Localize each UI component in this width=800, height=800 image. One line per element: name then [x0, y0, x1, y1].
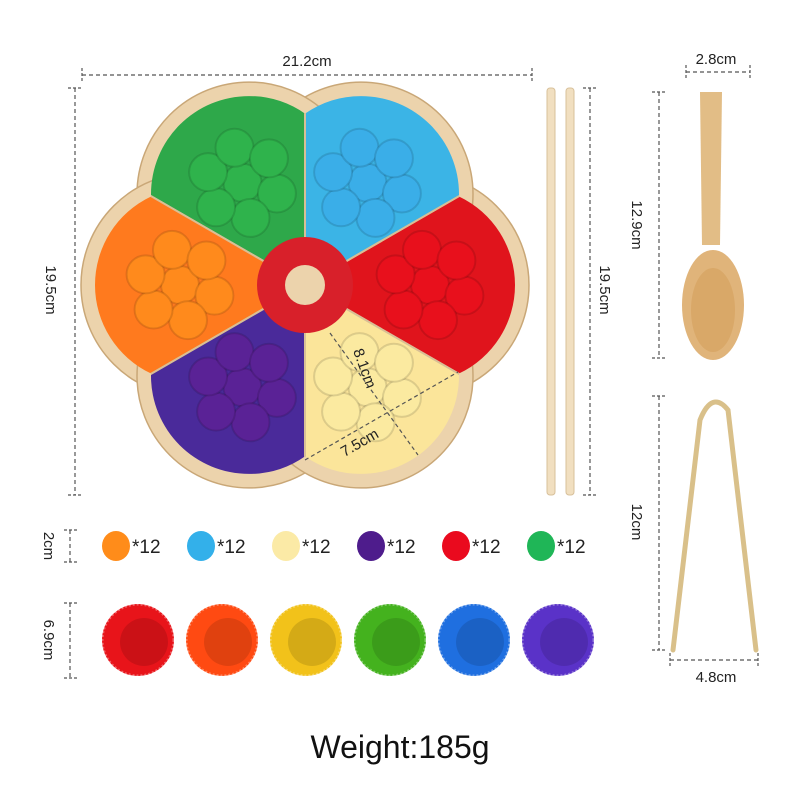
board-width-label: 21.2cm [282, 53, 331, 70]
cup-inner [456, 618, 504, 666]
pompom-red [436, 240, 477, 281]
pompom-green [230, 197, 271, 238]
spoon-width-label: 2.8cm [696, 51, 737, 68]
pompom-icon [357, 531, 385, 561]
chopstick-length-label: 19.5cm [596, 265, 613, 314]
pompom-purple [248, 342, 289, 383]
weight-label: Weight:185g [310, 729, 489, 765]
cup [184, 602, 260, 678]
pompom-red [402, 229, 443, 270]
cup-inner [204, 618, 252, 666]
cup-inner [120, 618, 168, 666]
pompom-red [375, 254, 416, 295]
ball-size-label: 2cm [40, 532, 57, 560]
pompom-green [214, 127, 255, 168]
chopsticks: 19.5cm [546, 87, 613, 496]
pompom-orange [133, 289, 174, 330]
pompom-icon [527, 531, 555, 561]
tongs-width-label: 4.8cm [696, 669, 737, 686]
cup [100, 602, 176, 678]
pompom-count: *12 [132, 537, 161, 558]
board-height-label: 19.5cm [42, 265, 59, 314]
pompom-green [248, 138, 289, 179]
pompom-icon [272, 531, 300, 561]
cup-inner [372, 618, 420, 666]
pompom-yellow [373, 342, 414, 383]
pompom-orange [167, 300, 208, 341]
pompom-blue [355, 197, 396, 238]
pompom-icon [102, 531, 130, 561]
board-pompoms [125, 127, 485, 443]
pompom-count: *12 [557, 537, 586, 558]
cup-inner [540, 618, 588, 666]
pompom-orange [186, 240, 227, 281]
pompom-icon [187, 531, 215, 561]
cup [436, 602, 512, 678]
pompom-icon [442, 531, 470, 561]
pompom-count: *12 [387, 537, 416, 558]
pompom-orange [152, 229, 193, 270]
pompom-purple [214, 332, 255, 373]
pompom-purple [230, 402, 271, 443]
pompom-yellow [313, 356, 354, 397]
bamboo-tongs: 12cm 4.8cm [628, 395, 759, 686]
cup-inner [288, 618, 336, 666]
silicone-cups: 6.9cm [40, 602, 596, 679]
pompom-blue [313, 152, 354, 193]
board-width-dimension: 21.2cm [81, 53, 533, 82]
tongs-length-label: 12cm [628, 504, 645, 541]
wooden-spoon: 2.8cm 12.9cm [628, 51, 751, 360]
pompom-yellow [321, 391, 362, 432]
cup [520, 602, 596, 678]
pompom-legend: 2cm *12 *12 *12 *12 *12 *12 [40, 529, 586, 563]
pompom-count: *12 [472, 537, 501, 558]
pompom-purple [188, 356, 229, 397]
cup [352, 602, 428, 678]
pompom-green [188, 152, 229, 193]
cup [268, 602, 344, 678]
board-height-dimension: 19.5cm [42, 87, 82, 496]
pompom-green [196, 187, 237, 228]
center-ring [257, 237, 353, 333]
pompom-blue [321, 187, 362, 228]
cup-size-label: 6.9cm [40, 620, 57, 661]
pompom-count: *12 [302, 537, 331, 558]
pompom-blue [339, 127, 380, 168]
pompom-purple [196, 391, 237, 432]
pompom-red [383, 289, 424, 330]
pompom-count: *12 [217, 537, 246, 558]
pompom-blue [373, 138, 414, 179]
pompom-red [417, 300, 458, 341]
spoon-length-label: 12.9cm [628, 200, 645, 249]
pompom-orange [125, 254, 166, 295]
